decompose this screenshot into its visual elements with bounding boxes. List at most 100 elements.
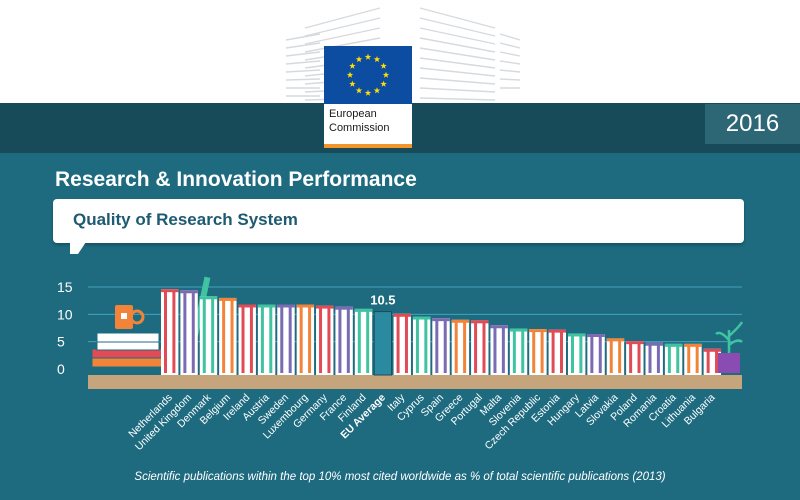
mug-label <box>121 313 127 319</box>
bar <box>199 296 218 375</box>
bar <box>587 334 605 375</box>
bar-stripe <box>164 291 167 373</box>
bar-stripe <box>493 327 497 373</box>
bar-cap <box>567 333 586 337</box>
mug-handle <box>129 309 145 325</box>
bar <box>412 316 431 375</box>
bar-cap <box>238 304 256 308</box>
bar-stripe <box>260 306 264 373</box>
european-commission-logo: European Commission <box>324 46 412 148</box>
bar-stripe <box>687 345 691 373</box>
bar <box>664 343 683 375</box>
bar-stripe <box>463 321 467 373</box>
bar-stripe <box>183 292 187 373</box>
bar <box>606 338 625 375</box>
bar-stripe <box>249 306 253 373</box>
bar-cap <box>180 290 198 294</box>
logo-text-line1: European <box>329 108 377 120</box>
bar-stripe <box>715 350 719 373</box>
flag-star-icon <box>373 87 381 94</box>
shelf-base <box>88 375 742 389</box>
bar <box>471 320 489 375</box>
flag-star-icon <box>355 87 363 94</box>
bar-stripe <box>288 306 292 373</box>
y-tick-label: 10 <box>57 306 73 322</box>
bar-stripe <box>366 310 370 373</box>
bar-cap <box>354 308 373 312</box>
bar-cap <box>335 306 353 310</box>
y-tick-label: 5 <box>57 334 65 350</box>
bar-cap <box>316 305 334 309</box>
bar <box>645 342 663 375</box>
decor-book <box>91 357 163 368</box>
flag-star-icon <box>382 71 390 78</box>
bar-stripe <box>521 330 525 373</box>
bar-cap <box>606 338 625 342</box>
bar-stripe <box>609 340 613 373</box>
bar <box>257 304 276 375</box>
bar-stripe <box>191 292 195 373</box>
plant-pot-icon <box>718 353 740 373</box>
decor-book <box>96 332 160 343</box>
bar-stripe <box>415 318 419 373</box>
bar-stripe <box>560 331 563 373</box>
bar-stripe <box>424 318 428 373</box>
bar-stripe <box>435 320 439 373</box>
flag-star-icon <box>355 56 363 63</box>
data-label: 10.5 <box>370 293 395 308</box>
flag-star-icon <box>346 71 354 78</box>
bar <box>373 311 393 376</box>
bar-stripe <box>618 340 622 373</box>
y-tick-label: 0 <box>57 361 65 377</box>
callout-pointer <box>70 242 86 254</box>
bar-stripe <box>590 336 594 373</box>
flag-star-icon <box>364 53 372 60</box>
bar-stripe <box>656 344 660 373</box>
flag-star-icon <box>373 56 381 63</box>
bar <box>335 306 353 375</box>
bar-cap <box>490 325 508 329</box>
bar-stripe <box>230 299 234 373</box>
chart-subtitle: Quality of Research System <box>73 210 298 229</box>
bar-stripe <box>202 298 206 373</box>
bar <box>296 304 315 375</box>
bar <box>626 341 644 375</box>
bar-cap <box>257 304 276 308</box>
bar-cap <box>626 341 644 345</box>
subtitle-callout: Quality of Research System <box>53 199 744 243</box>
bar-cap <box>412 316 431 320</box>
bar-cap <box>451 319 470 323</box>
building-graphic <box>285 7 521 101</box>
bar-cap <box>161 289 179 293</box>
bar-cap <box>296 304 315 308</box>
bar-stripe <box>579 335 583 373</box>
bar-stripe <box>629 343 633 373</box>
bar-stripe <box>501 327 505 373</box>
bar-stripe <box>667 345 671 373</box>
flag-star-icon <box>349 62 356 69</box>
bar-stripe <box>648 344 652 373</box>
chart-caption: Scientific publications within the top 1… <box>134 471 666 483</box>
bar-stripe <box>396 315 400 373</box>
bar <box>277 304 295 375</box>
bar-cap <box>277 304 295 308</box>
bar <box>161 289 179 375</box>
bar <box>529 329 547 375</box>
bar <box>490 325 508 375</box>
bar-stripe <box>482 322 486 373</box>
bar-stripe <box>327 307 331 373</box>
flag-star-icon <box>380 80 387 87</box>
bar <box>238 304 256 375</box>
bar <box>354 308 373 375</box>
bar-stripe <box>357 310 361 373</box>
bar-stripe <box>695 345 699 373</box>
bar-stripe <box>172 291 176 373</box>
bar <box>567 333 586 375</box>
bar <box>219 297 237 375</box>
page-title: Research & Innovation Performance <box>55 168 417 191</box>
bar-cap <box>645 342 663 346</box>
bar-stripe <box>512 330 516 373</box>
bar-stripe <box>570 335 574 373</box>
bar <box>316 305 334 375</box>
